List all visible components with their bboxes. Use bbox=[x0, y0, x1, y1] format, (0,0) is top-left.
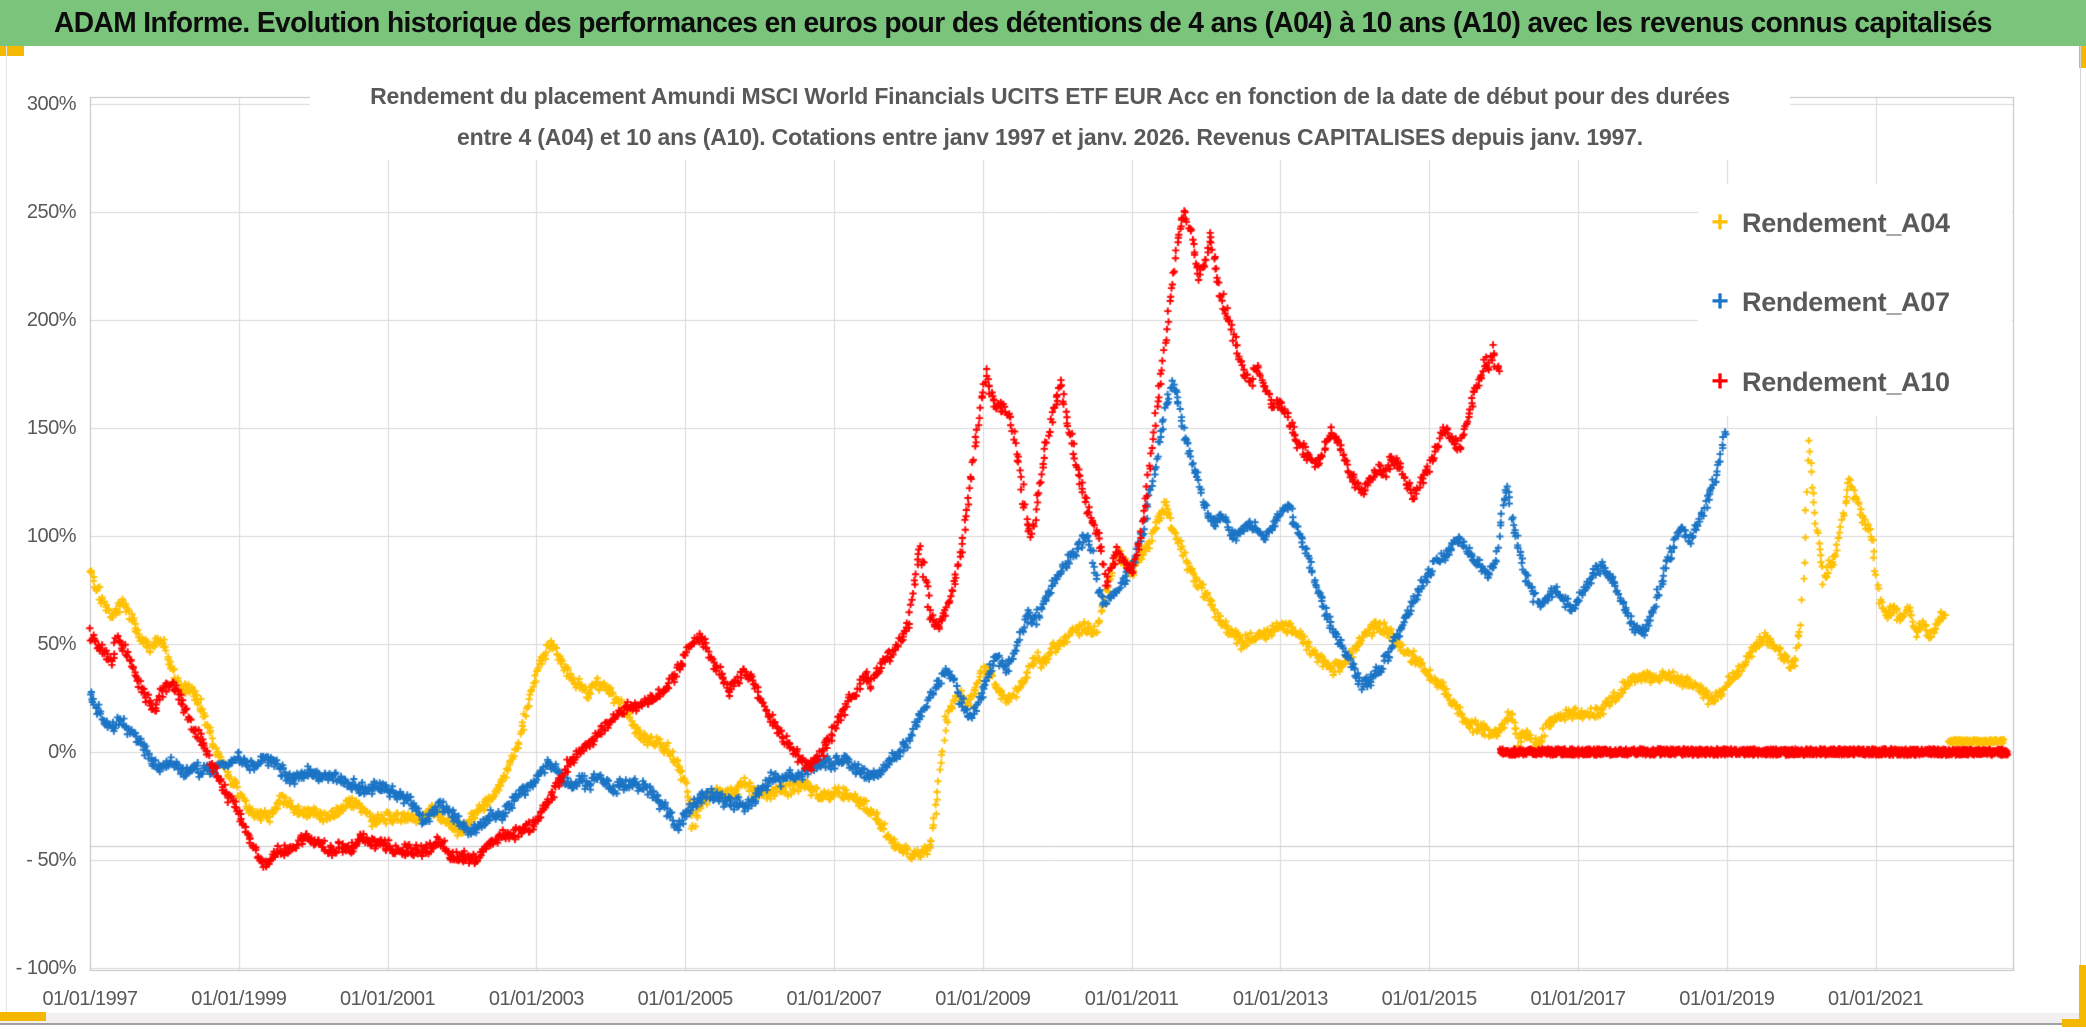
y-tick-label: 300% bbox=[26, 93, 77, 115]
gold-accent-bottom-right-v bbox=[2079, 965, 2086, 1027]
y-tick-label: 150% bbox=[26, 417, 77, 439]
x-tick-label: 01/01/1997 bbox=[42, 988, 138, 1010]
x-tick-label: 01/01/2009 bbox=[935, 988, 1031, 1010]
y-tick-label: - 100% bbox=[15, 957, 77, 979]
header-bar: ADAM Informe. Evolution historique des p… bbox=[0, 0, 2086, 46]
x-tick-label: 01/01/2003 bbox=[488, 988, 585, 1010]
y-tick-label: - 50% bbox=[26, 849, 76, 871]
x-tick-label: 01/01/2001 bbox=[340, 988, 436, 1010]
gold-accent-bottom-left bbox=[0, 1012, 46, 1021]
x-tick-label: 01/01/2017 bbox=[1530, 988, 1626, 1010]
x-tick-label: 01/01/2015 bbox=[1381, 988, 1478, 1010]
y-tick-label: 0% bbox=[48, 741, 76, 763]
legend-item-rendement_a04[interactable]: + Rendement_A04 bbox=[1698, 203, 2012, 243]
plus-marker-icon: + bbox=[1711, 365, 1729, 398]
chart-legend: + Rendement_A04 + Rendement_A07 + Rendement_A… bbox=[1698, 184, 2012, 416]
x-tick-label: 01/01/2005 bbox=[637, 988, 734, 1010]
legend-item-rendement_a07[interactable]: + Rendement_A07 bbox=[1698, 282, 2012, 322]
header-title: ADAM Informe. Evolution historique des p… bbox=[54, 7, 1992, 39]
y-tick-label: 50% bbox=[37, 633, 76, 655]
x-tick-label: 01/01/2019 bbox=[1679, 988, 1775, 1010]
gold-accent-bottom-right-h bbox=[2062, 1019, 2086, 1027]
legend-item-rendement_a10[interactable]: + Rendement_A10 bbox=[1698, 362, 2012, 402]
chart-title-line1: Rendement du placement Amundi MSCI World… bbox=[370, 83, 1730, 109]
legend-item-label: Rendement_A10 bbox=[1742, 366, 1950, 397]
x-tick-label: 01/01/2021 bbox=[1828, 988, 1924, 1010]
chart-title: Rendement du placement Amundi MSCI World… bbox=[310, 76, 1790, 160]
x-tick-label: 01/01/1999 bbox=[191, 988, 287, 1010]
y-tick-label: 100% bbox=[26, 525, 77, 547]
x-tick-label: 01/01/2011 bbox=[1084, 988, 1179, 1010]
plus-marker-icon: + bbox=[1711, 285, 1729, 318]
legend-item-label: Rendement_A04 bbox=[1742, 207, 1950, 238]
x-tick-label: 01/01/2013 bbox=[1232, 988, 1329, 1010]
x-tick-label: 01/01/2007 bbox=[786, 988, 882, 1010]
y-tick-label: 250% bbox=[26, 201, 77, 223]
legend-item-label: Rendement_A07 bbox=[1742, 286, 1950, 317]
chart-title-line2: entre 4 (A04) et 10 ans (A10). Cotations… bbox=[457, 124, 1643, 150]
plus-marker-icon: + bbox=[1711, 206, 1729, 239]
y-tick-label: 200% bbox=[26, 309, 77, 331]
